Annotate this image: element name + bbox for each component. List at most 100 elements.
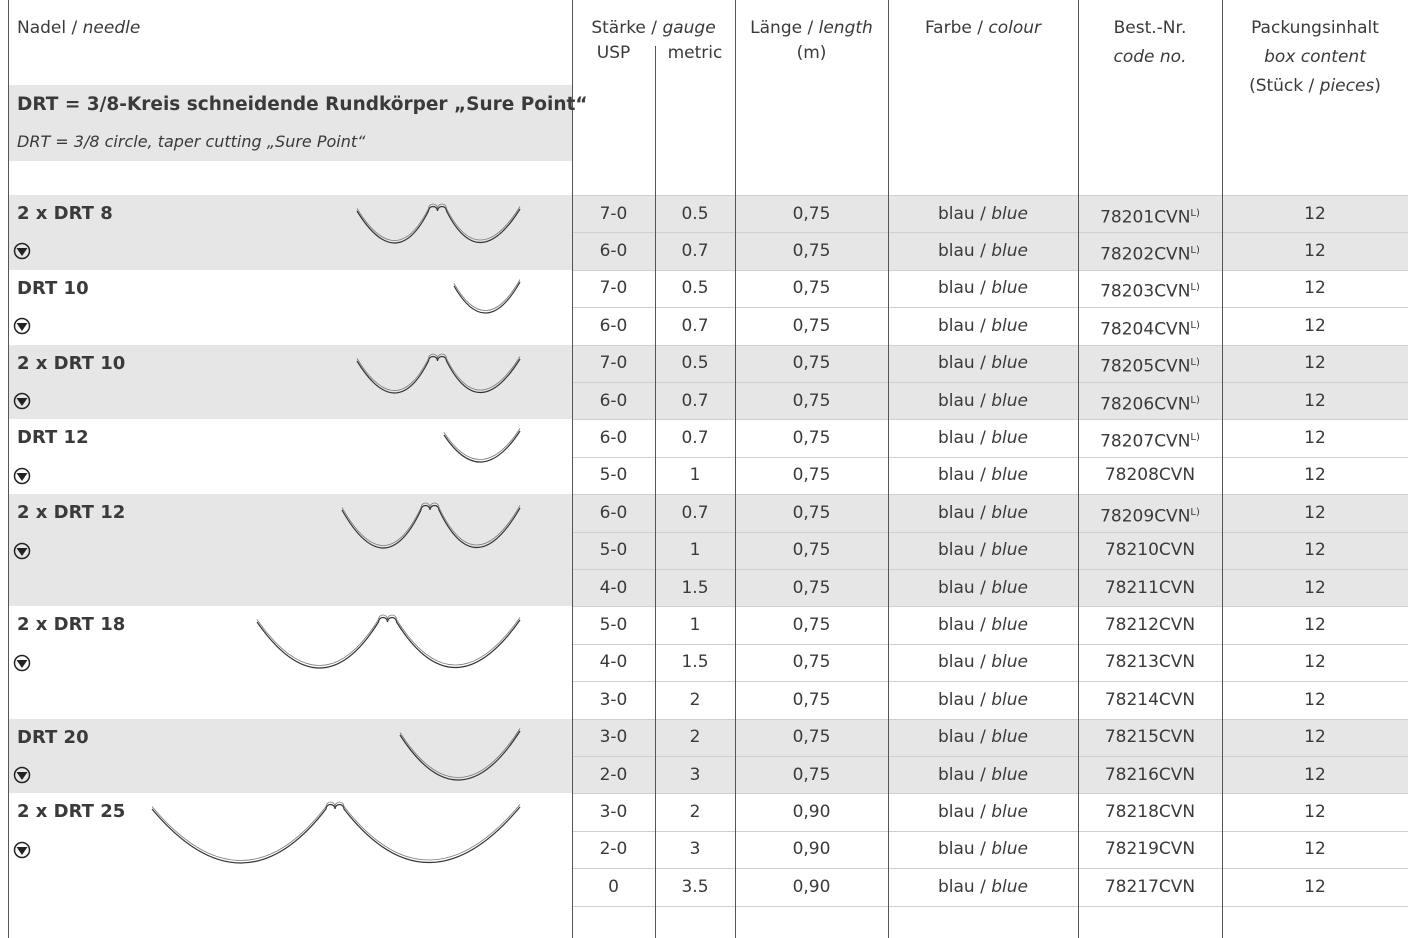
text-en: pieces (1319, 76, 1375, 96)
cell-length: 0,75 (735, 203, 888, 225)
value: 2 (689, 689, 701, 710)
header-box-unit: (Stück / pieces) (1222, 75, 1408, 97)
value: 7-0 (599, 278, 628, 299)
needle-drawing (453, 279, 521, 314)
text-de: blau / (938, 577, 992, 598)
value: 0,75 (792, 727, 831, 748)
cell-length: 0,75 (735, 464, 888, 486)
cell-code: 78202CVNL) (1078, 240, 1222, 266)
value: 6-0 (599, 502, 628, 523)
code: 78212CVN (1104, 614, 1196, 635)
cell-code: 78213CVN (1078, 651, 1222, 673)
symbol-circle (13, 243, 31, 260)
value: 0,75 (792, 577, 831, 598)
cell-code: 78204CVNL) (1078, 315, 1222, 341)
row-line (572, 531, 1408, 533)
cell-code: 78207CVNL) (1078, 427, 1222, 453)
value: 12 (1304, 839, 1326, 860)
value: 0,75 (792, 614, 831, 635)
text-en: blue (991, 689, 1028, 710)
group-name: DRT 20 (17, 726, 89, 748)
value: 0.5 (681, 353, 709, 374)
value: 0,75 (792, 203, 831, 224)
cell-code: 78217CVN (1078, 876, 1222, 898)
header-code-en: code no. (1078, 46, 1222, 68)
needle-inner (399, 727, 521, 778)
cell-usp: 3-0 (572, 801, 655, 823)
value: 0,75 (792, 278, 831, 299)
cell-colour: blau / blue (888, 502, 1078, 524)
cell-metric: 2 (655, 726, 735, 748)
needle-drawing (151, 801, 521, 864)
symbol-triangle (16, 248, 28, 257)
value: 7-0 (599, 203, 628, 224)
cell-colour: blau / blue (888, 203, 1078, 225)
code-note: L) (1190, 506, 1200, 518)
symbol-circle (13, 542, 31, 559)
value: 12 (1304, 240, 1326, 261)
value: 12 (1304, 278, 1326, 299)
value: 0,75 (792, 390, 831, 411)
cell-code: 78216CVN (1078, 764, 1222, 786)
section-title: DRT = 3/8-Kreis schneidende Rundkörper „… (17, 94, 588, 115)
needle-inner (356, 203, 521, 241)
symbol-circle (13, 654, 31, 672)
text-de: blau / (938, 353, 992, 374)
group-bg (8, 344, 1408, 420)
cell-box: 12 (1222, 502, 1408, 524)
header-length: Länge / length (735, 17, 888, 39)
group-name: 2 x DRT 10 (17, 352, 126, 374)
needle-symbol (13, 542, 31, 559)
value: 3-0 (599, 801, 628, 822)
cell-code: 78209CVNL) (1078, 502, 1222, 528)
cell-metric: 0.7 (655, 240, 735, 262)
cell-length: 0,90 (735, 838, 888, 860)
cell-metric: 0.7 (655, 502, 735, 524)
cell-usp: 6-0 (572, 390, 655, 412)
row-line (572, 195, 1408, 196)
value: 12 (1304, 353, 1326, 374)
text-de: blau / (938, 876, 992, 897)
cell-length: 0,75 (735, 689, 888, 711)
cell-colour: blau / blue (888, 390, 1078, 412)
needle-symbol (13, 392, 31, 410)
text-en: colour (988, 18, 1042, 38)
cell-metric: 1 (655, 464, 735, 486)
header-metric: metric (667, 43, 723, 63)
value: 6-0 (599, 390, 628, 411)
needle-drawing (256, 614, 521, 669)
text-en: blue (991, 240, 1028, 261)
col-line (572, 0, 573, 938)
text-de: blau / (938, 652, 992, 673)
text-de: Länge / (750, 18, 819, 38)
symbol-triangle (16, 772, 28, 780)
value: 0,75 (792, 315, 831, 336)
cell-box: 12 (1222, 801, 1408, 823)
cell-usp: 6-0 (572, 315, 655, 337)
header-box-en: box content (1222, 46, 1408, 68)
col-line (8, 0, 9, 938)
code: 78215CVN (1104, 727, 1196, 748)
text-en: blue (991, 540, 1028, 561)
cell-usp: 7-0 (572, 203, 655, 225)
cell-colour: blau / blue (888, 614, 1078, 636)
value: 1 (689, 614, 701, 635)
cell-box: 12 (1222, 726, 1408, 748)
value: 0,75 (792, 689, 831, 710)
cell-length: 0,90 (735, 876, 888, 898)
value: 0,75 (792, 427, 831, 448)
code: 78204CVN (1100, 319, 1191, 340)
text-en: blue (991, 390, 1028, 411)
text-de: blau / (938, 278, 992, 299)
needle-inner (256, 614, 521, 667)
cell-colour: blau / blue (888, 801, 1078, 823)
row-line (572, 419, 1408, 421)
needle-drawing (356, 353, 521, 394)
value: 7-0 (599, 353, 628, 374)
value: 0,75 (792, 652, 831, 673)
value: 12 (1304, 315, 1326, 336)
value: 0.5 (681, 278, 709, 299)
header-needle: Nadel / needle (17, 17, 140, 39)
value: 0,90 (792, 876, 831, 897)
